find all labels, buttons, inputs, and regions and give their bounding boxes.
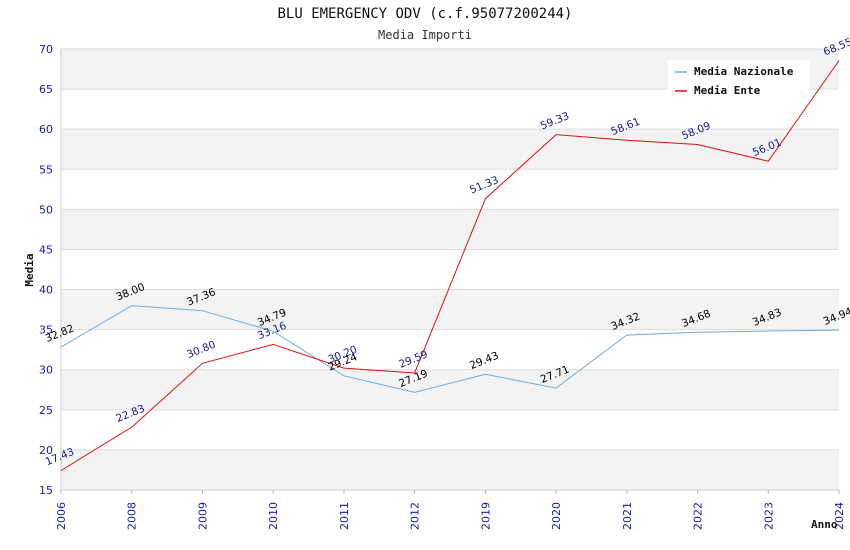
grid-band bbox=[61, 129, 839, 170]
x-tick-label: 2019 bbox=[479, 502, 492, 530]
y-tick-label: 35 bbox=[39, 324, 53, 337]
x-tick-label: 2010 bbox=[267, 502, 280, 530]
grid-bands bbox=[61, 49, 839, 490]
x-tick-label: 2012 bbox=[409, 502, 422, 530]
y-tick-label: 55 bbox=[39, 163, 53, 176]
x-tick-label: 2011 bbox=[338, 502, 351, 530]
series-line-media-nazionale bbox=[60, 305, 840, 393]
grid-band bbox=[61, 289, 839, 330]
chart-subtitle: Media Importi bbox=[378, 28, 472, 42]
legend-label-media-ente: Media Ente bbox=[694, 84, 761, 97]
grid-band bbox=[61, 209, 839, 250]
x-tick-label: 2021 bbox=[621, 502, 634, 530]
y-tick-label: 70 bbox=[39, 43, 53, 56]
legend-label-media-nazionale: Media Nazionale bbox=[694, 65, 794, 78]
y-tick-label: 60 bbox=[39, 123, 53, 136]
series-line-media-ente bbox=[60, 60, 840, 471]
data-label: 51.33 bbox=[468, 174, 500, 196]
x-tick-label: 2022 bbox=[692, 502, 705, 530]
y-tick-label: 15 bbox=[39, 484, 53, 497]
x-axis-label: Anno bbox=[811, 518, 838, 531]
legend: Media Nazionale Media Ente bbox=[668, 60, 810, 100]
x-tick-label: 2009 bbox=[196, 502, 209, 530]
y-tick-label: 30 bbox=[39, 364, 53, 377]
data-label: 29.43 bbox=[468, 350, 500, 372]
gridlines bbox=[61, 48, 839, 491]
chart-title: BLU EMERGENCY ODV (c.f.95077200244) bbox=[277, 6, 572, 22]
y-tick-label: 50 bbox=[39, 203, 53, 216]
y-tick-label: 40 bbox=[39, 284, 53, 297]
x-tick-label: 2008 bbox=[126, 502, 139, 530]
axes bbox=[60, 49, 840, 494]
grid-band bbox=[61, 449, 839, 490]
x-tick-label: 2006 bbox=[55, 502, 68, 530]
x-tick-label: 2024 bbox=[833, 502, 846, 530]
y-tick-label: 45 bbox=[39, 243, 53, 256]
y-tick-label: 25 bbox=[39, 404, 53, 417]
legend-box bbox=[668, 60, 810, 100]
y-tick-label: 20 bbox=[39, 444, 53, 457]
y-tick-label: 65 bbox=[39, 83, 53, 96]
data-label: 30.80 bbox=[185, 339, 217, 361]
series-lines bbox=[60, 60, 840, 471]
y-tick-labels: 15 20 25 30 35 40 45 50 55 60 65 70 bbox=[39, 43, 53, 497]
grid-band bbox=[61, 369, 839, 410]
x-tick-label: 2020 bbox=[550, 502, 563, 530]
x-tick-label: 2023 bbox=[762, 502, 775, 530]
y-axis-label: Media bbox=[23, 253, 36, 286]
x-tick-labels: 2006 2008 2009 2010 2011 2012 2019 2020 2021 2022… bbox=[55, 502, 846, 530]
